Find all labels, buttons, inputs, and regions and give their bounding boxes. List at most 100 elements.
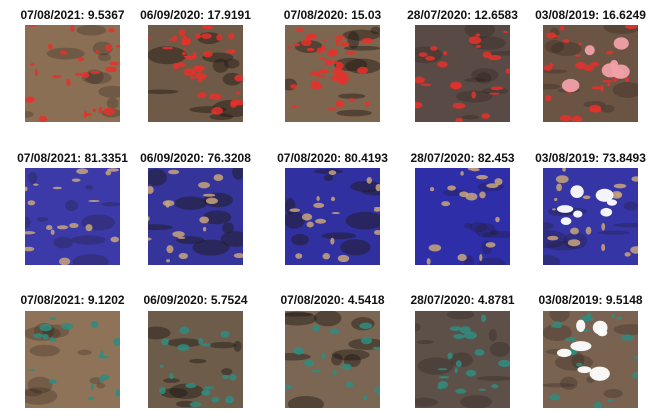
patch — [312, 324, 320, 331]
patch — [295, 253, 302, 259]
patch — [332, 212, 341, 214]
shadow — [483, 231, 520, 238]
shadow — [30, 345, 60, 357]
shadow — [321, 232, 356, 239]
patch — [475, 45, 481, 48]
patch — [183, 48, 186, 50]
patch — [169, 373, 174, 379]
shadow — [464, 78, 486, 82]
shadow — [221, 368, 232, 375]
patch — [625, 252, 631, 256]
patch — [427, 258, 431, 265]
shadow — [490, 342, 510, 357]
image-tile — [142, 311, 243, 408]
patch — [35, 69, 38, 76]
patch — [70, 24, 74, 32]
shadow — [22, 217, 30, 228]
patch — [172, 231, 184, 237]
shadow — [209, 342, 236, 349]
shadow — [291, 234, 309, 245]
patch — [443, 51, 447, 55]
shadow — [142, 327, 170, 340]
patch — [560, 115, 572, 121]
patch — [506, 69, 512, 74]
image-tile — [16, 23, 127, 122]
patch — [230, 102, 236, 108]
patch — [163, 200, 175, 206]
patch — [311, 370, 321, 372]
panel-title: 06/09/2020: 76.3208 — [140, 151, 251, 165]
patch — [214, 174, 224, 181]
patch — [630, 246, 642, 254]
patch — [105, 44, 112, 51]
patch — [166, 259, 170, 262]
shadow — [538, 84, 560, 90]
patch — [425, 56, 435, 61]
patch — [59, 258, 70, 266]
shadow — [551, 42, 582, 57]
image-tile — [22, 168, 121, 270]
shadow — [142, 89, 179, 94]
patch — [373, 389, 377, 392]
patch — [547, 236, 558, 241]
shadow — [98, 86, 127, 98]
patch — [471, 91, 476, 98]
patch — [109, 62, 119, 66]
patch — [491, 384, 498, 388]
patch — [346, 51, 356, 55]
image-tile — [541, 305, 648, 409]
page: 07/08/2021: 9.536706/09/2020: 17.919107/… — [0, 0, 669, 411]
patch — [292, 105, 298, 109]
panel-title: 07/08/2021: 81.3351 — [17, 151, 128, 165]
patch — [234, 253, 245, 258]
patch — [206, 198, 218, 204]
panel-title: 07/08/2021: 9.1202 — [20, 293, 124, 307]
patch — [313, 203, 324, 208]
patch — [316, 196, 319, 201]
patch — [96, 50, 99, 53]
patch — [293, 43, 300, 46]
image-tile — [415, 166, 519, 271]
patch — [464, 332, 477, 340]
patch — [49, 379, 57, 384]
patch — [357, 67, 368, 74]
patch — [66, 79, 70, 87]
patch — [553, 321, 562, 328]
patch — [88, 200, 100, 202]
shadow — [71, 235, 106, 244]
patch — [545, 95, 552, 101]
shadow — [145, 169, 167, 186]
patch — [568, 239, 580, 246]
patch — [211, 110, 216, 113]
patch — [583, 195, 591, 199]
patch — [321, 45, 327, 52]
patch — [168, 170, 179, 175]
patch — [466, 370, 476, 377]
shadow — [331, 353, 342, 365]
shadow — [418, 357, 454, 374]
panel-title: 03/08/2019: 73.8493 — [535, 151, 646, 165]
patch — [631, 176, 640, 181]
patch — [607, 82, 610, 86]
patch — [166, 245, 173, 253]
patch — [349, 98, 355, 102]
panel-title: 28/07/2020: 82.453 — [410, 151, 514, 165]
patch — [410, 102, 422, 109]
patch — [453, 334, 464, 339]
patch — [430, 187, 434, 191]
shadow — [489, 329, 497, 341]
patch — [601, 80, 613, 82]
patch — [330, 60, 338, 63]
shadow — [174, 197, 207, 210]
patch — [486, 242, 496, 248]
patch — [39, 116, 48, 122]
patch — [455, 368, 458, 374]
patch — [184, 55, 197, 57]
panel-title: 07/08/2021: 9.5367 — [20, 8, 124, 22]
shadow — [314, 169, 343, 174]
shadow — [613, 223, 649, 227]
patch — [601, 244, 605, 251]
patch — [447, 352, 452, 359]
patch — [365, 101, 370, 106]
patch — [346, 381, 353, 388]
